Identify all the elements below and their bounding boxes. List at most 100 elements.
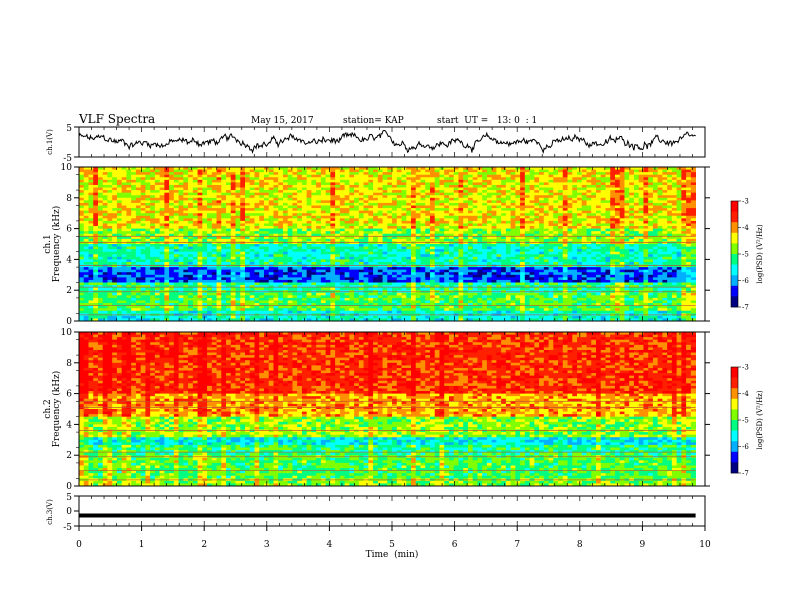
spectrogram-cell [316, 277, 322, 281]
spectrogram-cell [88, 269, 94, 273]
spectrogram-cell [173, 169, 179, 173]
spectrogram-cell [131, 318, 137, 322]
spectrogram-cell [178, 192, 184, 196]
spectrogram-cell [292, 205, 298, 209]
spectrogram-cell [444, 269, 450, 273]
spectrogram-cell [112, 200, 118, 204]
spectrogram-cell [387, 202, 393, 206]
spectrogram-cell [221, 277, 227, 281]
spectrogram-cell [211, 279, 217, 283]
spectrogram-cell [230, 308, 236, 312]
spectrogram-cell [102, 220, 108, 224]
spectrogram-cell [415, 187, 421, 191]
spectrogram-cell [245, 318, 251, 322]
spectrogram-cell [458, 218, 464, 222]
spectrogram-cell [358, 318, 364, 322]
spectrogram-cell [93, 195, 99, 199]
spectrogram-cell [169, 213, 175, 217]
spectrogram-cell [202, 272, 208, 276]
spectrogram-cell [126, 190, 132, 194]
spectrogram-cell [254, 200, 260, 204]
spectrogram-cell [154, 261, 161, 265]
spectrogram-cell [392, 272, 398, 276]
spectrogram-cell [140, 261, 146, 265]
spectrogram-cell [278, 200, 284, 204]
spectrogram-cell [173, 223, 179, 227]
spectrogram-cell [93, 254, 99, 258]
spectrogram-cell [116, 197, 123, 201]
spectrogram-cell [335, 167, 341, 170]
spectrogram-cell [377, 192, 383, 196]
spectrogram-cell [434, 315, 440, 319]
spectrogram-cell [150, 277, 156, 281]
spectrogram-cell [301, 192, 308, 196]
spectrogram-cell [311, 195, 317, 199]
spectrogram-cell [207, 236, 213, 240]
figure-title: VLF Spectra [78, 112, 155, 126]
spectrogram-cell [207, 315, 213, 319]
spectrogram-cell [448, 218, 455, 222]
spectrogram-cell [116, 285, 123, 289]
spectrogram-cell [330, 267, 336, 271]
spectrogram-cell [330, 249, 336, 253]
spectrogram-cell [377, 254, 383, 258]
spectrogram-cell [358, 215, 364, 219]
spectrogram-cell [363, 213, 369, 217]
spectrogram-cell [401, 174, 407, 178]
spectrogram-cell [211, 241, 217, 245]
spectrogram-cell [116, 261, 123, 265]
spectrogram-cell [154, 177, 161, 181]
spectrogram-cell [154, 297, 161, 301]
spectrogram-cell [211, 192, 217, 196]
spectrogram-cell [254, 215, 260, 219]
spectrogram-cell [268, 254, 274, 258]
spectrogram-cell [306, 208, 312, 212]
spectrogram-cell [245, 292, 251, 296]
spectrogram-cell [377, 279, 383, 283]
spectrogram-cell [154, 274, 161, 278]
spectrogram-cell [140, 300, 146, 304]
spectrogram-cell [311, 292, 317, 296]
spectrogram-cell [273, 184, 279, 188]
spectrogram-cell [429, 179, 436, 183]
spectrogram-cell [401, 295, 407, 299]
spectrogram-cell [159, 177, 165, 181]
spectrogram-cell [150, 274, 156, 278]
spectrogram-cell [344, 318, 350, 322]
spectrogram-cell [316, 169, 322, 173]
spectrogram-cell [406, 218, 412, 222]
spectrogram-cell [453, 295, 459, 299]
spectrogram-cell [320, 292, 327, 296]
spectrogram-cell [207, 308, 213, 312]
spectrogram-cell [107, 226, 113, 229]
spectrogram-cell [335, 195, 341, 199]
spectrogram-cell [434, 267, 440, 271]
spectrogram-cell [429, 167, 436, 170]
spectrogram-cell [83, 285, 89, 289]
spectrogram-cell [406, 254, 412, 258]
spectrogram-cell [448, 254, 455, 258]
spectrogram-cell [335, 300, 341, 304]
spectrogram-cell [221, 169, 227, 173]
spectrogram-cell [259, 231, 265, 235]
spectrogram-cell [131, 282, 137, 286]
spectrogram-cell [311, 177, 317, 181]
spectrogram-cell [335, 277, 341, 281]
spectrogram-cell [411, 264, 417, 268]
spectrogram-cell [221, 236, 227, 240]
spectrogram-cell [126, 174, 132, 178]
spectrogram-cell [263, 256, 270, 260]
spectrogram-cell [344, 210, 350, 214]
spectrogram-cell [344, 218, 350, 222]
spectrogram-cell [339, 184, 346, 188]
spectrogram-cell [420, 215, 426, 219]
spectrogram-cell [178, 167, 184, 170]
spectrogram-cell [282, 187, 289, 191]
spectrogram-cell [159, 202, 165, 206]
spectrogram-cell [425, 231, 431, 235]
spectrogram-cell [382, 246, 388, 250]
spectrogram-cell [197, 246, 203, 250]
spectrogram-cell [97, 236, 104, 240]
spectrogram-cell [330, 277, 336, 281]
spectrogram-cell [159, 246, 165, 250]
